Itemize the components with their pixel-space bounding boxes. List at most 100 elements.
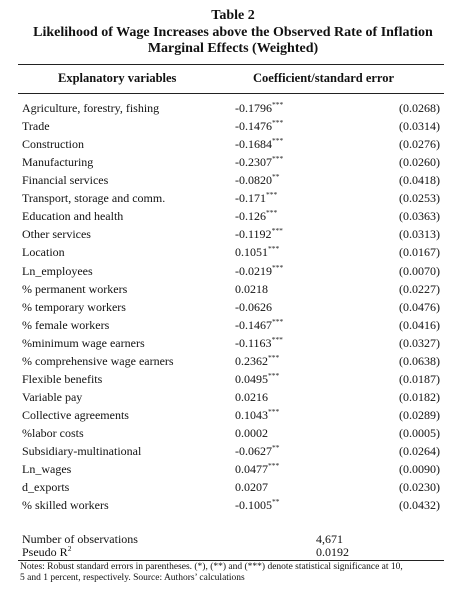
table-title-line2: Marginal Effects (Weighted) <box>147 41 319 56</box>
coefficient-cell: -0.171*** <box>235 189 277 207</box>
table-notes: Notes: Robust standard errors in parenth… <box>20 562 450 584</box>
standard-error: (0.0260) <box>399 155 440 170</box>
coefficient-value: -0.1796 <box>235 101 272 115</box>
standard-error: (0.0227) <box>399 281 440 296</box>
coefficient-value: 0.2362 <box>235 353 268 368</box>
standard-error: (0.0432) <box>399 498 440 513</box>
standard-error: (0.0187) <box>399 371 440 386</box>
variable-name: Education and health <box>22 209 124 224</box>
significance-stars: *** <box>272 262 284 272</box>
notes-line-2: 5 and 1 percent, respectively. Source: A… <box>20 573 245 583</box>
pseudo-r2-text: Pseudo R <box>22 545 68 559</box>
table-row: Ln_employees -0.0219*** (0.0070) <box>22 262 440 280</box>
significance-stars: *** <box>268 370 280 380</box>
variable-name: d_exports <box>22 480 70 495</box>
notes-line-1: Notes: Robust standard errors in parenth… <box>20 562 403 572</box>
coefficient-cell: 0.0218 <box>235 280 268 298</box>
significance-stars: *** <box>268 244 280 254</box>
table-row: Financial services -0.0820** (0.0418) <box>22 171 440 189</box>
coefficient-value: 0.0002 <box>235 425 268 440</box>
significance-stars: ** <box>272 172 280 182</box>
coefficient-cell: -0.1467*** <box>235 316 283 334</box>
significance-stars: *** <box>266 208 278 218</box>
coefficient-value: -0.0627 <box>235 443 272 458</box>
significance-stars: *** <box>272 154 284 164</box>
variable-name: %labor costs <box>22 425 84 440</box>
coefficient-value: -0.1005 <box>235 498 272 513</box>
pseudo-r2-superscript: 2 <box>67 544 72 553</box>
table-row: % comprehensive wage earners 0.2362*** (0.… <box>22 352 440 370</box>
coefficient-value: -0.0219 <box>235 263 272 278</box>
standard-error: (0.0476) <box>399 299 440 314</box>
standard-error: (0.0264) <box>399 443 440 458</box>
standard-error: (0.0289) <box>399 407 440 422</box>
variable-name: Trade <box>22 119 50 133</box>
n-obs-label: Number of observations <box>22 532 138 546</box>
variable-name: Agriculture, forestry, fishing <box>22 101 160 115</box>
column-header-variables: Explanatory variables <box>58 71 177 85</box>
standard-error: (0.0416) <box>399 317 440 332</box>
top-rule <box>18 64 444 65</box>
coefficient-value: -0.126 <box>235 209 266 224</box>
variable-name: % temporary workers <box>22 299 126 314</box>
significance-stars: *** <box>271 226 283 236</box>
variable-name: Financial services <box>22 173 109 188</box>
coefficient-cell: -0.1005** <box>235 496 280 514</box>
coefficient-value: -0.171 <box>235 191 266 206</box>
variable-name: % permanent workers <box>22 281 128 296</box>
standard-error: (0.0253) <box>399 191 440 206</box>
table-row: Location 0.1051*** (0.0167) <box>22 243 440 261</box>
coefficient-cell: -0.1476*** <box>235 117 283 135</box>
coefficient-cell: -0.126*** <box>235 207 277 225</box>
significance-stars: *** <box>268 461 280 470</box>
coefficient-value: 0.0216 <box>235 389 268 404</box>
significance-stars: *** <box>272 136 284 146</box>
coefficient-cell: -0.0626 <box>235 298 272 316</box>
coefficient-cell: 0.0477*** <box>235 460 279 478</box>
coefficient-cell: -0.1684*** <box>235 135 283 153</box>
table-row: Other services -0.1192*** (0.0313) <box>22 225 440 243</box>
standard-error: (0.0005) <box>399 425 440 440</box>
table-row: Flexible benefits 0.0495*** (0.0187) <box>22 370 440 388</box>
table-row: % skilled workers -0.1005** (0.0432) <box>22 496 440 514</box>
coefficient-value: 0.0495 <box>235 371 268 386</box>
variable-name: Flexible benefits <box>22 371 103 386</box>
variable-name: Transport, storage and comm. <box>22 191 166 206</box>
significance-stars: *** <box>272 118 284 127</box>
coefficient-cell: 0.1051*** <box>235 243 279 261</box>
table-row: % temporary workers -0.0626 (0.0476) <box>22 298 440 316</box>
table-number: Table 2 <box>211 8 255 23</box>
coefficient-value: -0.0820 <box>235 173 272 188</box>
variable-name: Construction <box>22 137 84 152</box>
coefficient-cell: 0.0495*** <box>235 370 279 388</box>
coefficient-cell: -0.0219*** <box>235 262 283 280</box>
standard-error: (0.0363) <box>399 209 440 224</box>
standard-error: (0.0418) <box>399 173 440 188</box>
table-row: % permanent workers 0.0218 (0.0227) <box>22 280 440 298</box>
table-row: Ln_wages 0.0477*** (0.0090) <box>22 460 440 478</box>
coefficient-value: 0.1051 <box>235 245 268 260</box>
table-row: %labor costs 0.0002 (0.0005) <box>22 424 440 442</box>
coefficient-cell: -0.1796*** <box>235 99 283 117</box>
significance-stars: ** <box>272 497 280 507</box>
table-row: % female workers -0.1467*** (0.0416) <box>22 316 440 334</box>
table-row: Agriculture, forestry, fishing -0.1796***… <box>22 99 440 117</box>
standard-error: (0.0313) <box>399 227 440 242</box>
variable-name: Collective agreements <box>22 407 129 422</box>
coefficient-value: -0.1476 <box>235 119 272 133</box>
table-row: Trade -0.1476*** (0.0314) <box>22 117 440 135</box>
variable-name: % skilled workers <box>22 498 109 513</box>
significance-stars: *** <box>272 316 284 326</box>
significance-stars: *** <box>268 352 280 362</box>
variable-name: Subsidiary-multinational <box>22 443 142 458</box>
significance-stars: *** <box>266 190 278 200</box>
standard-error: (0.0314) <box>399 119 440 133</box>
coefficient-value: -0.0626 <box>235 299 272 314</box>
variable-name: % female workers <box>22 317 110 332</box>
standard-error: (0.0167) <box>399 245 440 260</box>
variable-name: Location <box>22 245 65 260</box>
standard-error: (0.0090) <box>399 462 440 476</box>
variable-name: Manufacturing <box>22 155 94 170</box>
coefficient-value: -0.1163 <box>235 335 272 350</box>
pseudo-r2-label: Pseudo R2 <box>22 545 71 559</box>
